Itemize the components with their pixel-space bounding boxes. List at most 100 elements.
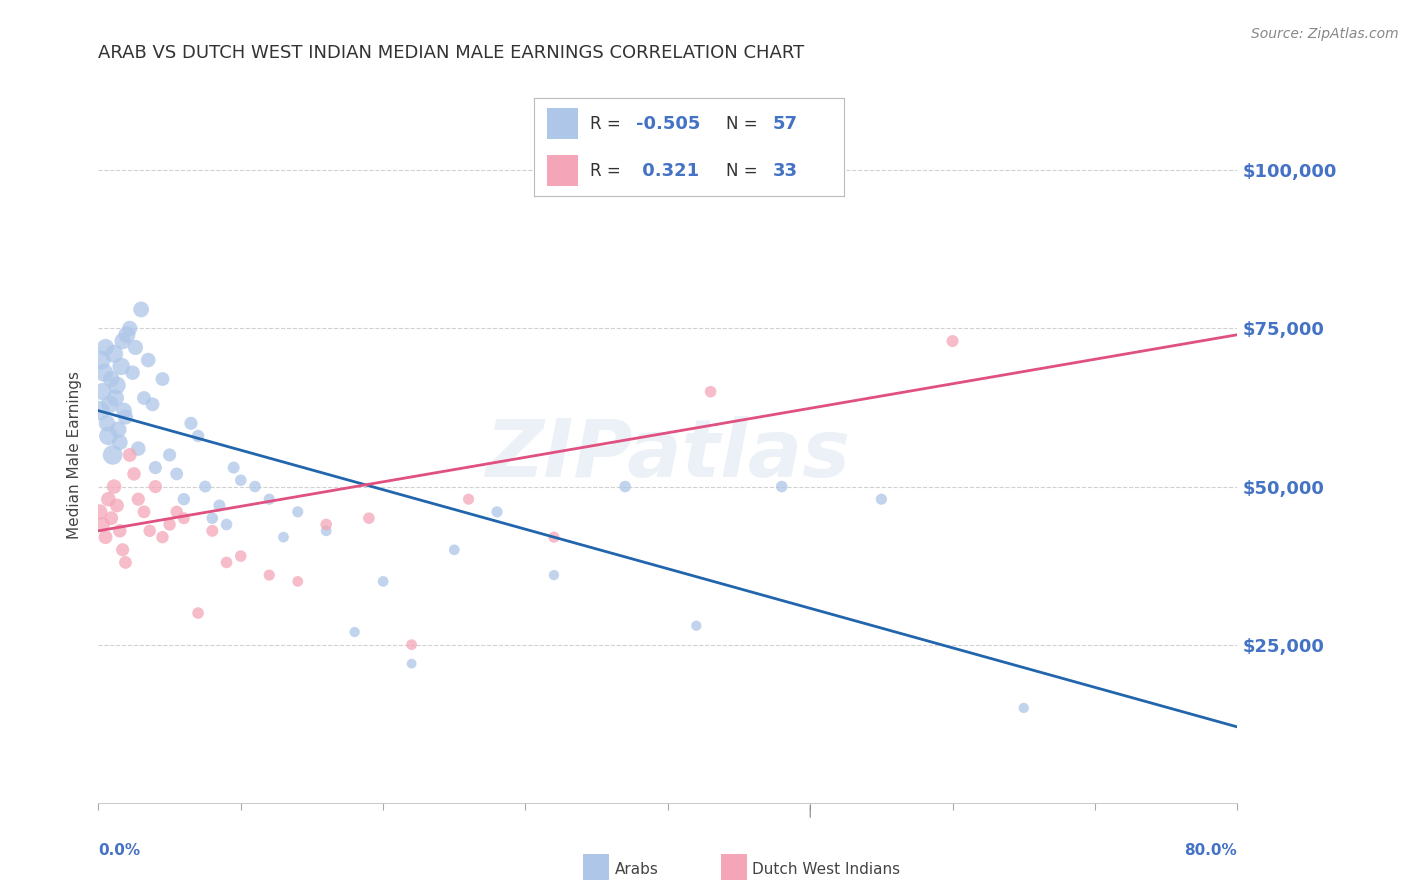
Text: N =: N = <box>725 161 763 179</box>
Point <box>1012 701 1035 715</box>
Point <box>201 511 224 525</box>
Point <box>94 340 117 354</box>
Point <box>457 492 479 507</box>
Point <box>180 417 202 431</box>
Point <box>373 574 395 589</box>
Point <box>129 302 152 317</box>
Point <box>136 353 159 368</box>
Point <box>107 423 129 437</box>
Point <box>194 479 217 493</box>
Point <box>100 372 122 386</box>
Point <box>91 384 114 399</box>
Text: -0.505: -0.505 <box>637 115 700 133</box>
Point <box>401 657 423 671</box>
Point <box>89 403 111 417</box>
Point <box>103 479 125 493</box>
Point <box>121 366 143 380</box>
Point <box>110 359 132 374</box>
Point <box>166 467 188 481</box>
Point <box>201 524 224 538</box>
Text: Dutch West Indians: Dutch West Indians <box>752 863 900 877</box>
Point <box>287 505 309 519</box>
Point <box>870 492 893 507</box>
Point <box>259 568 281 582</box>
Point <box>259 492 281 507</box>
Point <box>114 409 136 424</box>
Point <box>152 530 174 544</box>
Text: Source: ZipAtlas.com: Source: ZipAtlas.com <box>1251 27 1399 41</box>
Point <box>287 574 309 589</box>
Point <box>443 542 465 557</box>
Point <box>145 479 167 493</box>
Point <box>100 511 122 525</box>
Point <box>614 479 637 493</box>
Point <box>122 467 145 481</box>
Point <box>699 384 721 399</box>
Point <box>93 366 115 380</box>
Point <box>114 556 136 570</box>
Point <box>104 391 127 405</box>
Point <box>357 511 380 525</box>
Text: N =: N = <box>725 115 763 133</box>
Text: ARAB VS DUTCH WEST INDIAN MEDIAN MALE EARNINGS CORRELATION CHART: ARAB VS DUTCH WEST INDIAN MEDIAN MALE EA… <box>98 45 804 62</box>
Point <box>101 448 124 462</box>
Text: 80.0%: 80.0% <box>1184 843 1237 858</box>
Point <box>89 505 111 519</box>
Text: R =: R = <box>591 115 626 133</box>
Point <box>138 524 160 538</box>
Point <box>132 391 155 405</box>
Point <box>105 499 128 513</box>
FancyBboxPatch shape <box>547 108 578 139</box>
Point <box>315 524 337 538</box>
Point <box>315 517 337 532</box>
Point <box>486 505 509 519</box>
Text: 33: 33 <box>772 161 797 179</box>
Text: 0.321: 0.321 <box>637 161 699 179</box>
FancyBboxPatch shape <box>547 155 578 186</box>
Point <box>132 505 155 519</box>
Point <box>91 517 114 532</box>
Point <box>243 479 266 493</box>
Point <box>108 435 131 450</box>
Point <box>103 347 125 361</box>
Text: ZIPatlas: ZIPatlas <box>485 416 851 494</box>
Point <box>685 618 707 632</box>
Point <box>98 397 121 411</box>
Point <box>111 542 134 557</box>
Point <box>105 378 128 392</box>
Point <box>215 556 238 570</box>
Point <box>112 403 135 417</box>
Point <box>127 492 149 507</box>
Point <box>942 334 965 348</box>
Point <box>152 372 174 386</box>
Point <box>173 492 195 507</box>
Point <box>222 460 245 475</box>
Point <box>229 549 252 563</box>
Point <box>159 448 181 462</box>
Point <box>208 499 231 513</box>
Point <box>118 321 141 335</box>
Point <box>118 448 141 462</box>
Text: Arabs: Arabs <box>614 863 658 877</box>
Point <box>96 417 118 431</box>
Text: 57: 57 <box>772 115 797 133</box>
Point <box>90 353 112 368</box>
Point <box>401 638 423 652</box>
Point <box>343 625 366 640</box>
Point <box>229 473 252 487</box>
Point <box>159 517 181 532</box>
Point <box>770 479 793 493</box>
Point <box>543 568 565 582</box>
Text: 0.0%: 0.0% <box>98 843 141 858</box>
Point <box>215 517 238 532</box>
Point <box>115 327 138 342</box>
Point <box>94 530 117 544</box>
Point <box>141 397 163 411</box>
Point <box>145 460 167 475</box>
Point <box>173 511 195 525</box>
Y-axis label: Median Male Earnings: Median Male Earnings <box>67 371 83 539</box>
Point <box>108 524 131 538</box>
Point <box>124 340 146 354</box>
Point <box>127 442 149 456</box>
Point <box>166 505 188 519</box>
